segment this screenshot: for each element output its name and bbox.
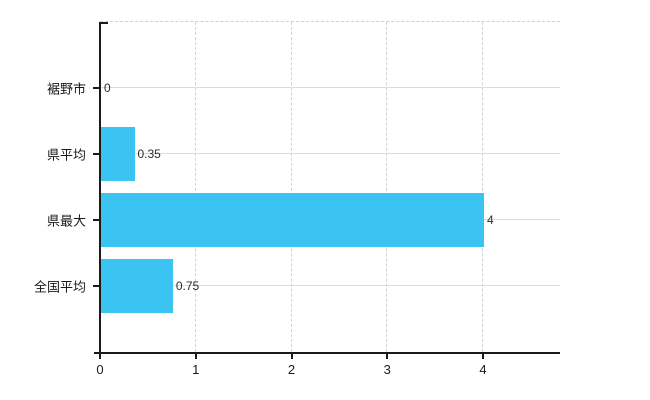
x-gridline bbox=[290, 22, 292, 352]
y-gridline bbox=[100, 285, 560, 286]
y-tick bbox=[93, 285, 99, 287]
x-tick-label: 3 bbox=[383, 362, 391, 377]
value-label: 0.35 bbox=[137, 147, 161, 161]
value-label: 0 bbox=[104, 81, 111, 95]
category-label: 県最大 bbox=[46, 213, 86, 229]
y-gridline bbox=[100, 87, 560, 88]
x-tick bbox=[386, 354, 389, 359]
plot-top-border bbox=[100, 21, 560, 22]
x-gridline bbox=[482, 22, 483, 352]
y-axis-top-cap bbox=[100, 22, 108, 24]
x-tick-label: 0 bbox=[96, 362, 104, 377]
category-label: 全国平均 bbox=[33, 279, 86, 295]
x-tick bbox=[290, 354, 293, 359]
x-gridline bbox=[194, 22, 196, 352]
y-axis bbox=[99, 22, 101, 353]
y-tick bbox=[93, 219, 99, 221]
bar-県平均 bbox=[101, 127, 135, 181]
x-tick bbox=[482, 354, 484, 359]
x-tick-label: 4 bbox=[479, 362, 487, 377]
bar-県最大 bbox=[101, 193, 484, 247]
x-gridline bbox=[386, 22, 388, 352]
x-tick bbox=[99, 354, 101, 359]
bar-全国平均 bbox=[101, 259, 173, 313]
x-tick bbox=[194, 354, 197, 359]
x-axis bbox=[94, 352, 560, 354]
value-label: 0.75 bbox=[175, 279, 200, 293]
category-label: 県平均 bbox=[46, 147, 86, 163]
y-gridline bbox=[100, 153, 560, 154]
y-tick bbox=[93, 153, 99, 155]
category-label: 裾野市 bbox=[46, 81, 86, 97]
y-tick bbox=[93, 87, 99, 89]
value-label: 4 bbox=[487, 213, 494, 227]
x-tick-label: 2 bbox=[287, 362, 296, 377]
x-tick-label: 1 bbox=[192, 362, 200, 377]
